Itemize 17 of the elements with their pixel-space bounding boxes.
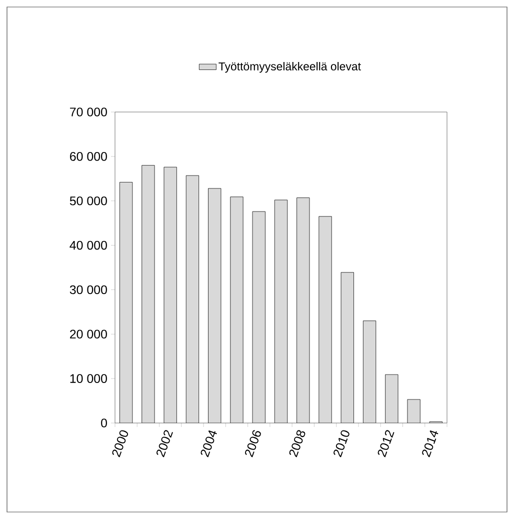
y-tick-label: 20 000 xyxy=(70,330,107,339)
y-tick-label: 10 000 xyxy=(70,374,107,383)
x-tick-label: 2000 xyxy=(112,430,128,458)
x-tick-label: 2002 xyxy=(156,430,173,458)
y-tick-label: 60 000 xyxy=(70,152,107,161)
x-tick-label: 2010 xyxy=(334,430,350,458)
x-tick-label: 2014 xyxy=(422,430,438,458)
y-tick-label: 30 000 xyxy=(70,285,107,294)
x-tick-label: 2006 xyxy=(245,430,261,458)
x-tick-label: 2012 xyxy=(378,430,394,458)
x-tick-label: 2004 xyxy=(200,430,217,458)
y-tick-label: 50 000 xyxy=(70,196,107,206)
y-tick-label: 0 xyxy=(101,418,107,428)
y-tick-label: 40 000 xyxy=(70,240,107,250)
x-tick-label: 2008 xyxy=(289,430,306,458)
y-tick-label: 70 000 xyxy=(70,108,107,116)
legend-label: Työttömyyseläkkeellä olevat xyxy=(218,62,361,73)
